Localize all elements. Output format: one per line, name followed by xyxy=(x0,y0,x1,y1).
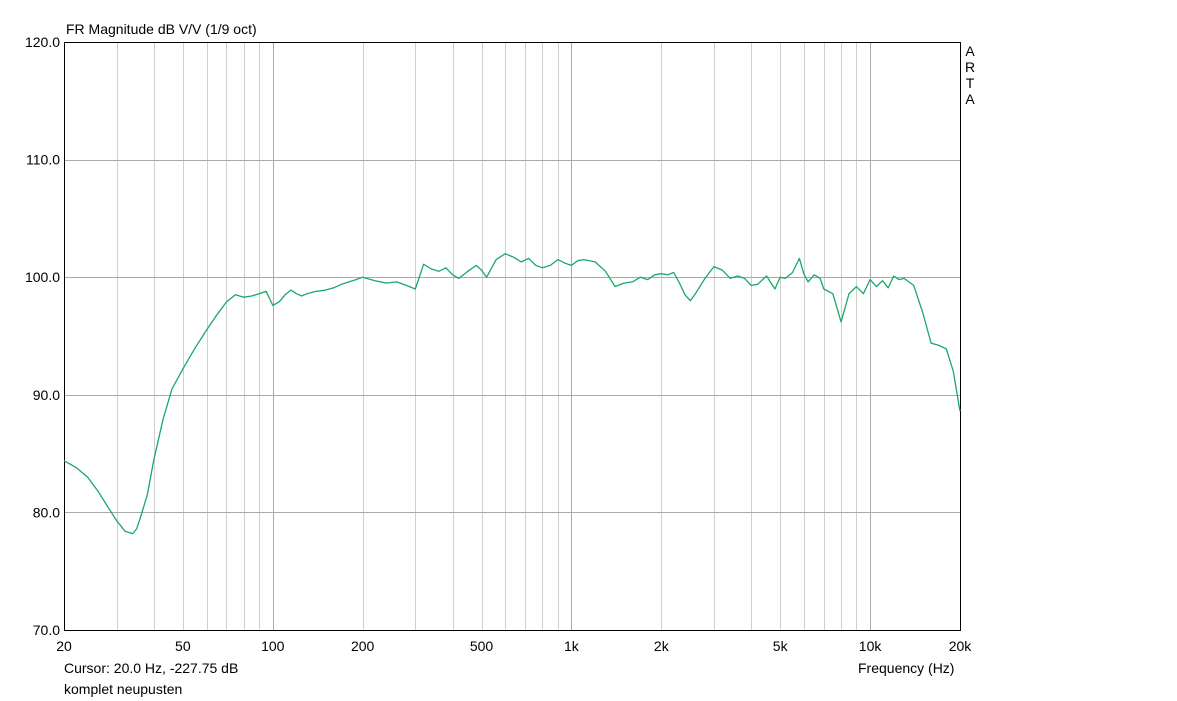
plot-frame xyxy=(64,42,961,631)
watermark-letter: A xyxy=(965,91,975,107)
x-tick-label: 500 xyxy=(470,638,494,654)
x-tick-label: 50 xyxy=(175,638,191,654)
watermark-letter: A xyxy=(965,43,975,59)
watermark-letter: T xyxy=(965,75,975,91)
x-tick-label: 5k xyxy=(773,638,789,654)
x-tick-label: 200 xyxy=(351,638,375,654)
x-tick-label: 20 xyxy=(56,638,72,654)
measurement-name: komplet neupusten xyxy=(64,681,183,697)
x-tick-label: 2k xyxy=(654,638,670,654)
frequency-response-line xyxy=(63,253,961,535)
x-tick-label: 20k xyxy=(949,638,973,654)
x-tick-label: 100 xyxy=(261,638,285,654)
watermark-letter: R xyxy=(964,59,976,75)
y-tick-label: 110.0 xyxy=(26,152,60,168)
y-tick-label: 70.0 xyxy=(33,622,60,638)
cursor-readout: Cursor: 20.0 Hz, -227.75 dB xyxy=(64,660,239,676)
x-tick-label: 10k xyxy=(859,638,883,654)
x-tick-label: 1k xyxy=(564,638,580,654)
y-tick-label: 80.0 xyxy=(33,504,60,520)
y-tick-label: 100.0 xyxy=(25,269,60,285)
grid-lines xyxy=(64,42,960,630)
x-axis-label: Frequency (Hz) xyxy=(858,660,955,676)
chart-title: FR Magnitude dB V/V (1/9 oct) xyxy=(66,21,257,37)
tick-labels: 20 50 100 200 500 1k 2k 5k 10k 20k 70.0 80.0 90.0 100… xyxy=(25,34,972,654)
trace-layer xyxy=(63,253,961,535)
y-tick-label: 120.0 xyxy=(25,34,60,50)
y-tick-label: 90.0 xyxy=(33,387,60,403)
